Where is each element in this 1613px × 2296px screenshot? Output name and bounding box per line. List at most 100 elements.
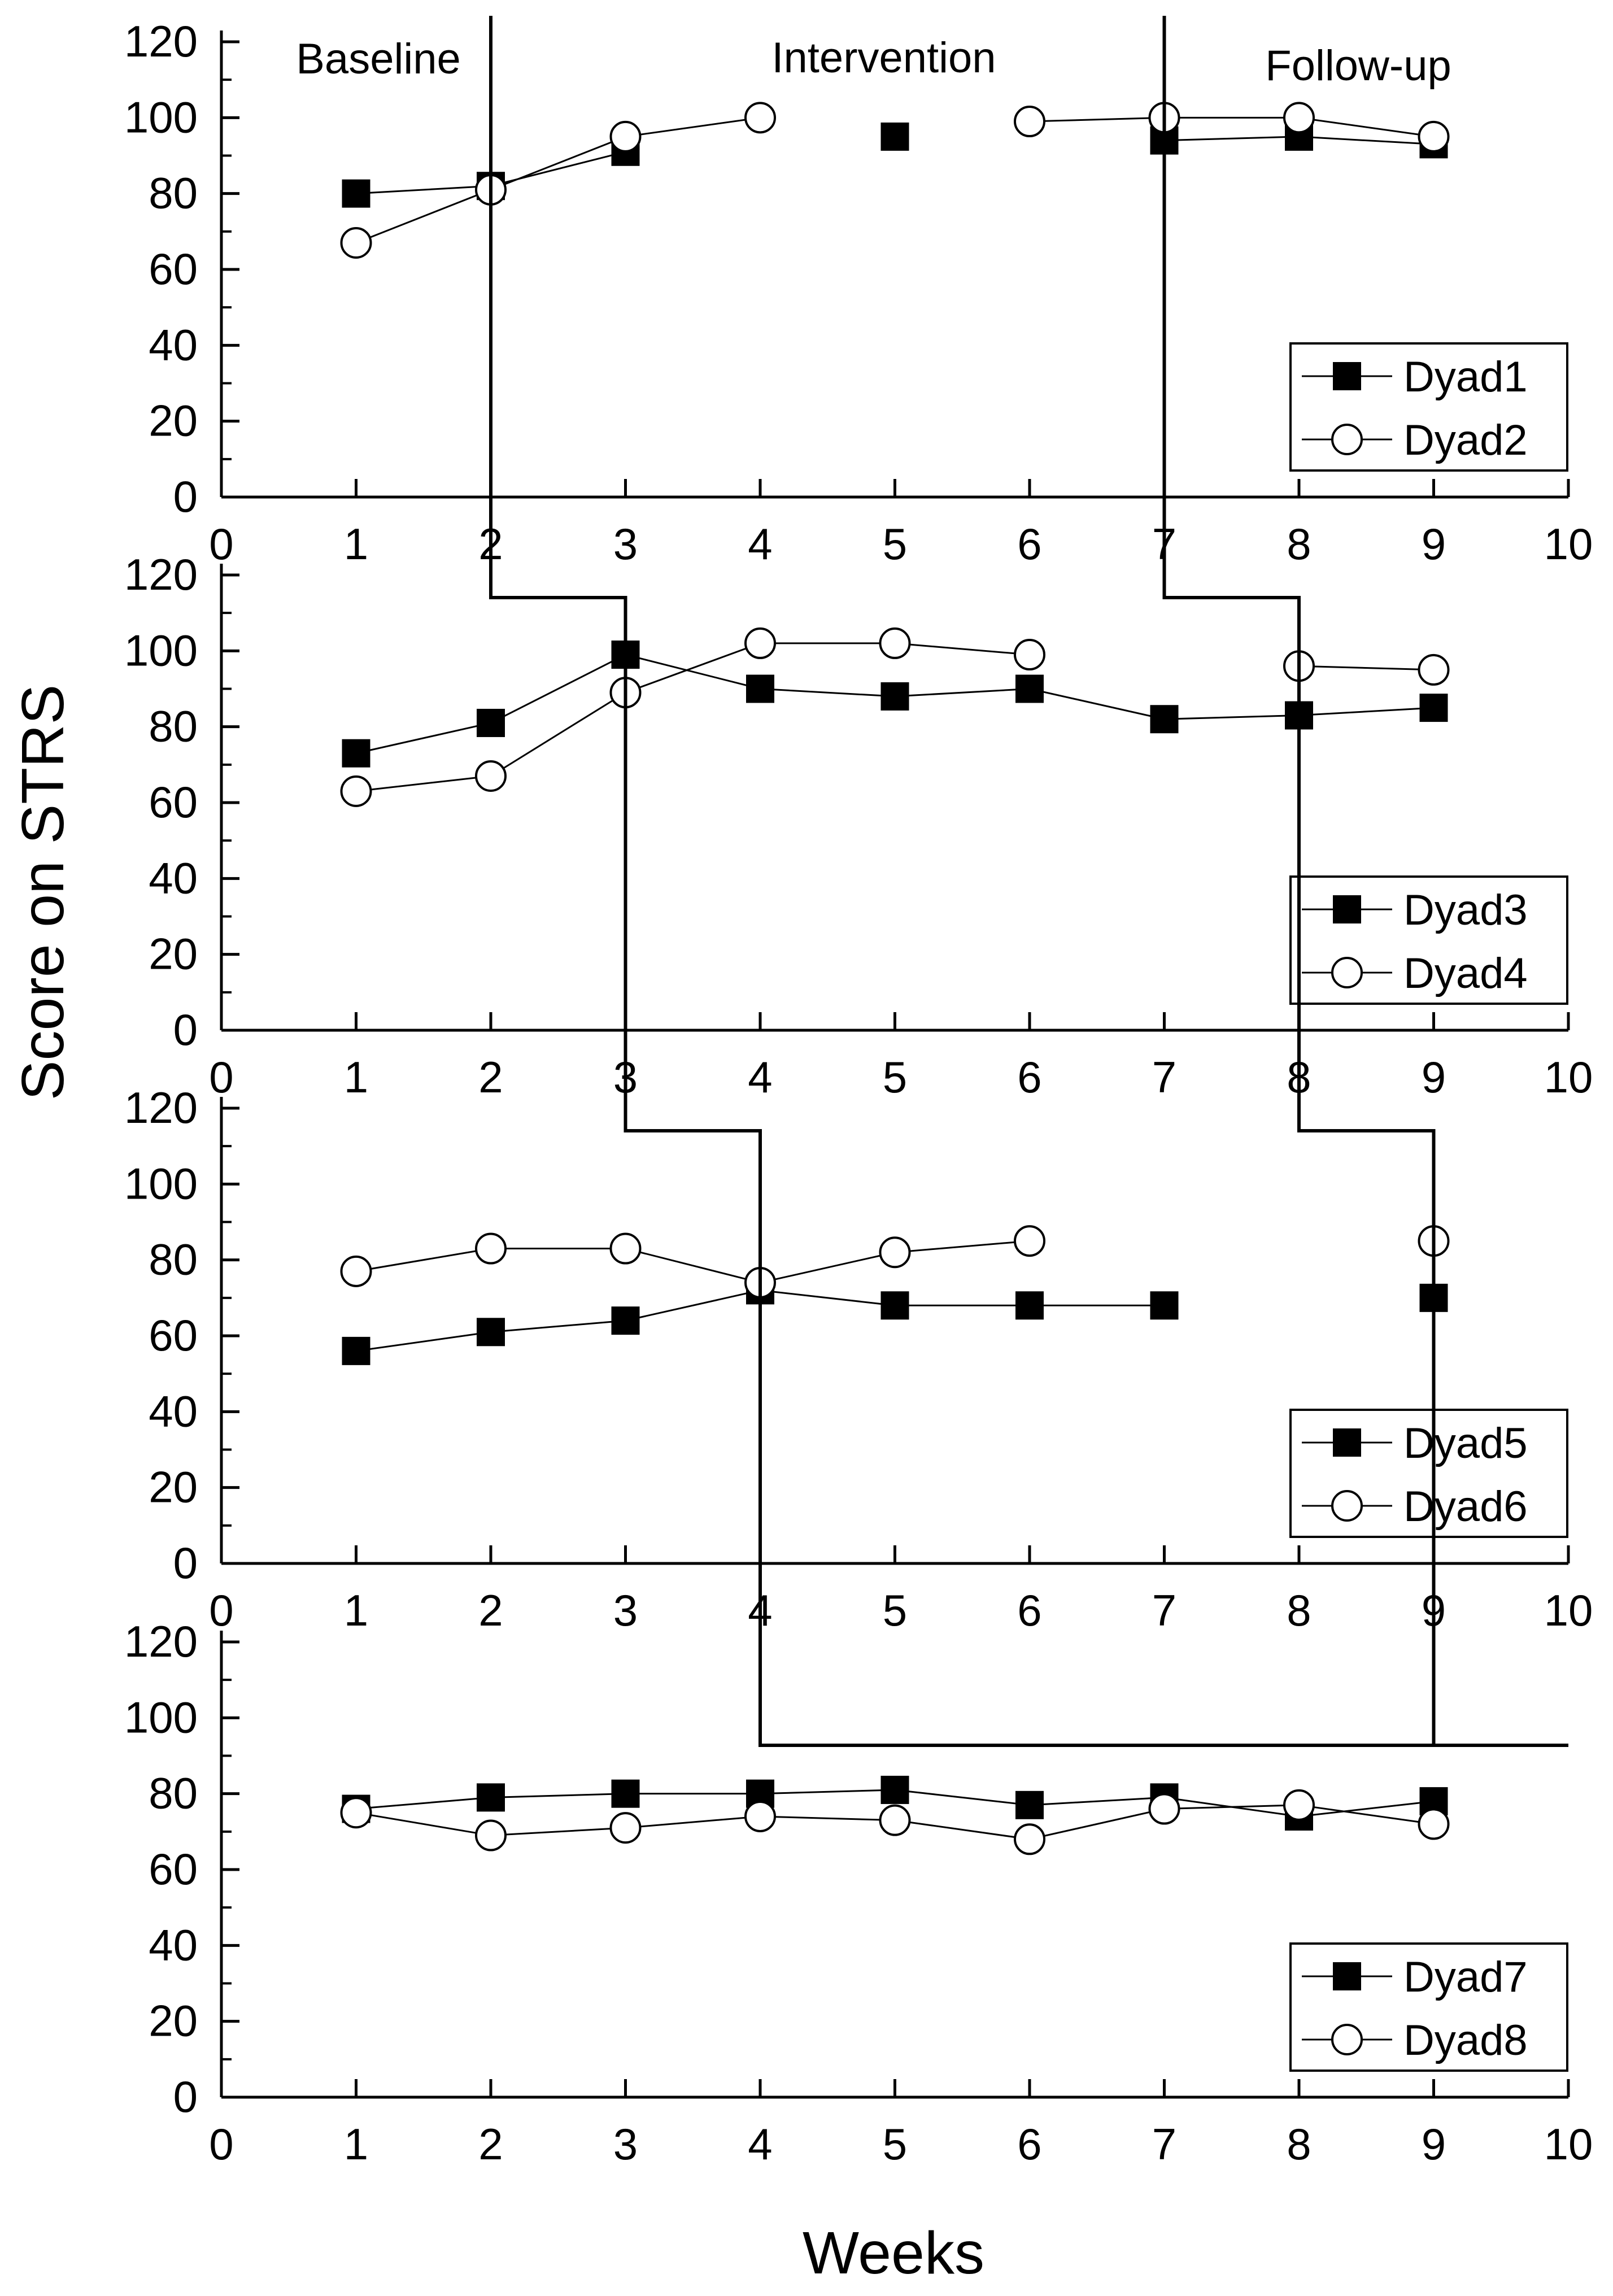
legend-label: Dyad4 <box>1403 949 1528 997</box>
data-point-square <box>342 739 370 768</box>
y-tick-label: 60 <box>149 244 198 294</box>
series-line <box>356 1331 491 1352</box>
series-line <box>760 1789 895 1795</box>
series-line <box>1298 1800 1434 1818</box>
y-tick-label: 40 <box>149 853 198 903</box>
legend-label: Dyad6 <box>1403 1483 1528 1531</box>
series-line <box>625 1815 761 1829</box>
y-tick-label: 40 <box>149 320 198 369</box>
x-tick-label: 10 <box>1544 2119 1593 2169</box>
data-point-circle <box>1014 1225 1045 1257</box>
series-line <box>760 1815 895 1822</box>
data-point-square <box>611 1306 640 1335</box>
series-line <box>356 1248 491 1273</box>
series-line <box>895 1240 1030 1253</box>
series-line <box>625 642 761 694</box>
legend-label: Dyad5 <box>1403 1419 1528 1467</box>
data-point-square <box>477 1783 505 1812</box>
y-tick-label: 120 <box>124 1617 198 1666</box>
series-line <box>490 151 626 187</box>
series-Dyad6 <box>340 1225 1450 1299</box>
series-line <box>356 1811 491 1837</box>
x-tick-label: 8 <box>1287 519 1311 569</box>
x-tick-label: 5 <box>883 1052 907 1102</box>
y-tick-label: 0 <box>173 1005 198 1055</box>
phase-label-followup: Follow-up <box>1265 42 1451 90</box>
x-tick-label: 2 <box>478 2119 503 2169</box>
x-tick-label: 1 <box>344 2119 368 2169</box>
x-tick-label: 10 <box>1544 1052 1593 1102</box>
series-line <box>1029 1796 1165 1806</box>
x-tick-label: 1 <box>344 1585 368 1635</box>
y-tick-label: 80 <box>149 1235 198 1284</box>
x-tick-label: 6 <box>1017 519 1041 569</box>
y-tick-label: 120 <box>124 16 198 66</box>
data-point-circle <box>1418 120 1450 153</box>
data-point-circle <box>879 627 911 659</box>
legend-marker-circle <box>1331 2024 1363 2055</box>
legend: Dyad1 Dyad2 <box>1289 342 1568 472</box>
y-tick-label: 20 <box>149 929 198 979</box>
series-line <box>1298 1804 1434 1825</box>
x-tick-label: 5 <box>883 2119 907 2169</box>
x-tick-label: 2 <box>478 1052 503 1102</box>
data-point-circle <box>609 1232 642 1265</box>
series-line <box>1164 1804 1300 1810</box>
phase-line-baseline-intervention <box>489 16 1568 1747</box>
data-point-square <box>477 1318 505 1347</box>
series-Dyad1 <box>342 122 1448 208</box>
series-line <box>895 1789 1030 1806</box>
y-tick-label: 20 <box>149 1462 198 1512</box>
x-tick-label: 5 <box>883 519 907 569</box>
y-tick-label: 60 <box>149 777 198 827</box>
series-line <box>1029 688 1165 720</box>
data-point-circle <box>340 1797 372 1829</box>
y-tick-label: 40 <box>149 1920 198 1970</box>
x-tick-label: 9 <box>1422 519 1446 569</box>
series-line <box>895 1819 1030 1840</box>
series-Dyad3 <box>342 641 1448 768</box>
data-point-square <box>611 1779 640 1808</box>
y-tick-label: 40 <box>149 1386 198 1436</box>
series-line <box>625 1248 761 1284</box>
phase-label-intervention: Intervention <box>771 34 996 82</box>
data-point-circle <box>1283 1789 1315 1821</box>
data-point-circle <box>340 775 372 807</box>
x-tick-label: 3 <box>613 1585 638 1635</box>
y-tick-label: 0 <box>173 2072 198 2121</box>
x-tick-label: 3 <box>613 2119 638 2169</box>
legend-label: Dyad3 <box>1403 886 1528 934</box>
data-point-circle <box>1418 1808 1450 1840</box>
y-tick-label: 120 <box>124 1083 198 1132</box>
x-tick-label: 2 <box>478 1585 503 1635</box>
data-point-square <box>342 1336 370 1365</box>
x-tick-label: 4 <box>748 519 772 569</box>
data-point-circle <box>340 1255 372 1287</box>
series-line <box>1298 116 1434 138</box>
phase-line-intervention-followup <box>1162 16 1436 1745</box>
legend-label: Dyad7 <box>1403 1953 1528 2001</box>
data-point-square <box>1150 1291 1179 1320</box>
x-tick-label: 10 <box>1544 1585 1593 1635</box>
y-tick-label: 80 <box>149 1768 198 1818</box>
data-point-circle <box>475 1819 507 1851</box>
x-tick-label: 6 <box>1017 1585 1041 1635</box>
legend-marker-square <box>1333 362 1361 390</box>
y-axis-label: Score on STRS <box>10 685 76 1100</box>
series-line <box>760 688 895 698</box>
data-point-circle <box>475 760 507 792</box>
data-point-circle <box>744 1800 776 1832</box>
data-point-circle <box>744 102 776 134</box>
y-tick-label: 0 <box>173 472 198 521</box>
series-line <box>760 1289 895 1306</box>
data-point-circle <box>340 226 372 259</box>
data-point-circle <box>1418 653 1450 686</box>
series-line <box>490 1319 626 1333</box>
data-point-square <box>880 1775 909 1804</box>
data-point-square <box>1150 705 1179 734</box>
data-point-circle <box>475 1232 507 1265</box>
data-point-circle <box>1014 106 1045 138</box>
